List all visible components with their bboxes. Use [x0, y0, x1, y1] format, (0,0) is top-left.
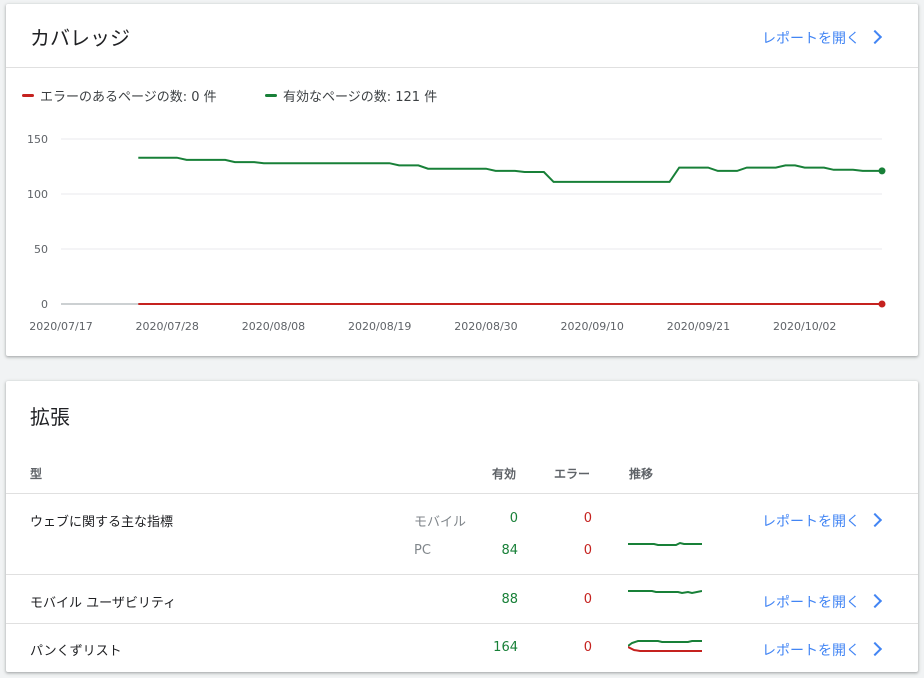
- row-sub-label: PC: [414, 543, 431, 558]
- open-report-label: レポートを開く: [762, 31, 860, 47]
- header-divider: [6, 493, 918, 494]
- row-valid-count: 88: [501, 592, 518, 607]
- row-error-count: 0: [583, 592, 592, 607]
- legend-error-swatch: [22, 94, 34, 97]
- row-error-count: 0: [583, 543, 592, 558]
- open-report-link[interactable]: レポートを開く: [762, 640, 883, 660]
- x-tick-label: 2020/08/08: [242, 320, 305, 333]
- legend-valid-label: 有効なページの数: 121 件: [283, 90, 438, 105]
- legend-valid[interactable]: 有効なページの数: 121 件: [265, 86, 437, 105]
- row-valid-count: 0: [509, 511, 518, 526]
- header-trend: 推移: [629, 467, 654, 481]
- header-valid: 有効: [492, 467, 517, 481]
- open-report-label: レポートを開く: [762, 643, 860, 659]
- row-error-count: 0: [583, 640, 592, 655]
- coverage-card: カバレッジ レポートを開く エラーのあるページの数: 0 件 有効なページの数:…: [6, 4, 918, 356]
- row-error-count: 0: [583, 511, 592, 526]
- x-tick-label: 2020/08/30: [454, 320, 517, 333]
- y-tick-label: 100: [27, 188, 48, 201]
- y-tick-label: 150: [27, 133, 48, 146]
- row-valid-count: 164: [493, 640, 518, 655]
- coverage-open-report-link[interactable]: レポートを開く: [762, 28, 883, 48]
- row-divider: [6, 574, 918, 575]
- open-report-link[interactable]: レポートを開く: [762, 511, 883, 531]
- chevron-right-icon: [867, 593, 883, 609]
- x-tick-label: 2020/07/17: [29, 320, 92, 333]
- series-line: [138, 156, 882, 183]
- coverage-chart: 0 50 100 150 2020/07/17 2020/07/28 2020/08/08…: [27, 133, 886, 333]
- x-tick-label: 2020/10/02: [773, 320, 836, 333]
- x-tick-label: 2020/08/19: [348, 320, 411, 333]
- enhancements-card: 拡張 型 有効 エラー 推移 ウェブに関する主な指標 モバイル 0 0 PC 8…: [6, 381, 918, 672]
- y-tick-label: 0: [41, 298, 48, 311]
- open-report-label: レポートを開く: [762, 514, 860, 530]
- row-divider: [6, 623, 918, 624]
- header-type: 型: [30, 467, 43, 481]
- y-tick-label: 50: [34, 243, 48, 256]
- series-endpoint: [878, 167, 886, 175]
- x-tick-label: 2020/09/10: [561, 320, 624, 333]
- legend-valid-swatch: [265, 94, 277, 97]
- row-sub-label: モバイル: [414, 515, 467, 530]
- legend-error-label: エラーのあるページの数: 0 件: [40, 90, 217, 105]
- x-tick-label: 2020/07/28: [136, 320, 199, 333]
- trend-sparkline: [628, 640, 702, 652]
- row-name: パンくずリスト: [30, 644, 122, 659]
- row-name: ウェブに関する主な指標: [30, 515, 174, 530]
- open-report-label: レポートを開く: [762, 595, 860, 611]
- legend-error[interactable]: エラーのあるページの数: 0 件: [22, 86, 217, 105]
- trend-sparkline: [628, 541, 702, 546]
- coverage-title: カバレッジ: [30, 26, 130, 50]
- coverage-divider: [6, 67, 918, 68]
- chevron-right-icon: [867, 512, 883, 528]
- open-report-link[interactable]: レポートを開く: [762, 592, 883, 612]
- series-endpoint: [878, 300, 886, 308]
- row-name: モバイル ユーザビリティ: [30, 596, 177, 611]
- x-tick-label: 2020/09/21: [667, 320, 730, 333]
- chevron-right-icon: [867, 641, 883, 657]
- header-error: エラー: [554, 467, 591, 481]
- enhancements-title: 拡張: [30, 405, 70, 429]
- row-valid-count: 84: [501, 543, 518, 558]
- trend-sparkline: [628, 590, 702, 595]
